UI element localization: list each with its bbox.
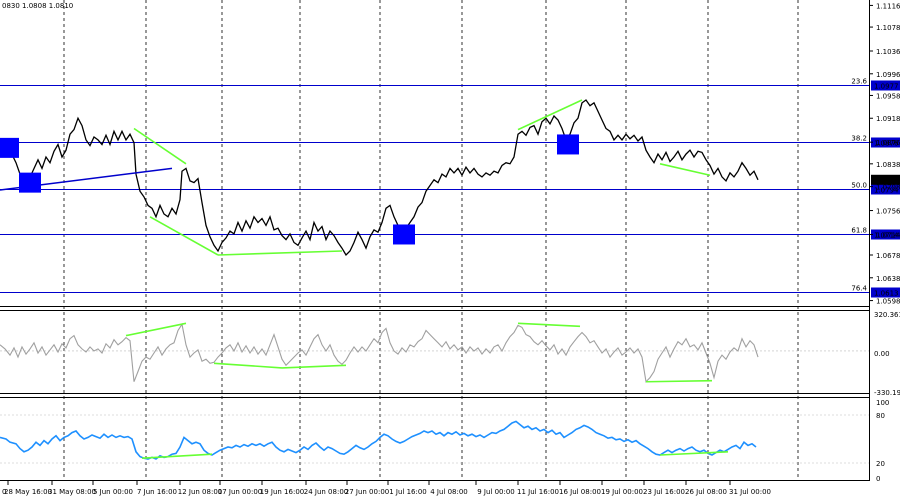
fib-price-tag [871,229,900,240]
fib-price-tag-text: 1.0876 [874,140,899,148]
fib-price-tag-text: 1.0613 [874,290,899,298]
rsi-axis-label: 80 [876,412,885,420]
time-axis-label: 31 May 08:00 [48,488,96,496]
price-divergence-line [217,250,343,256]
cci-series-line [0,322,759,383]
price-panel [0,99,759,257]
price-axis-label: 1.0876 [876,139,900,147]
fib-price-tag-text: 1.0977 [874,83,899,91]
rsi-axis-label: 0 [876,475,880,483]
time-axis-label: 28 May 16:00 [4,488,52,496]
price-axis-label: 1.0714 [876,231,900,239]
price-axis-label: 1.1116 [876,2,900,10]
time-axis-label: 19 Jul 00:00 [601,488,643,496]
price-axis-label: 1.0918 [876,115,900,123]
fib-level-label: 38.2 [851,135,867,143]
price-axis-label: 1.0958 [876,92,900,100]
ohlc-readout: 0830 1.0808 1.0810 [2,2,73,10]
signal-box [0,137,19,158]
time-axis-label: 11 Jul 16:00 [517,488,559,496]
fib-level-label: 23.6 [851,78,867,86]
fib-price-tag-text: 1.0714 [874,232,899,240]
signal-box [557,134,579,155]
price-axis-label: 1.0678 [876,252,900,260]
rsi-axis-label: 20 [876,460,885,468]
price-divergence-line [149,216,219,256]
time-axis-label: 16 Jul 08:00 [559,488,601,496]
signal-box [19,172,41,193]
time-axis-label: 31 Jul 00:00 [729,488,771,496]
fib-price-tag [871,287,900,298]
time-axis-label: 19 Jun 16:00 [260,488,304,496]
time-axis-label: 12 Jun 08:00 [178,488,222,496]
fib-level-label: 50.0 [851,182,867,190]
signal-box [393,224,415,245]
fib-level-label: 76.4 [851,285,867,293]
time-axis-label: 7 Jun 16:00 [137,488,177,496]
cci-divergence-line [125,322,187,337]
price-axis-label: 1.1036 [876,48,900,56]
time-axis-label: 27 Jun 00:00 [345,488,389,496]
fibonacci-levels: 23.6 1.0977 38.2 1.0876 50.0 1.0794 61.8 1.0714… [0,78,900,298]
price-axis-label: 1.0638 [876,275,900,283]
time-axis-label: 5 Jun 00:00 [93,488,133,496]
fib-level-label: 61.8 [851,227,867,235]
rsi-divergence-line [141,453,213,459]
cci-divergence-line [645,379,713,383]
price-axis-label: 1.0996 [876,71,900,79]
time-axis-label: 4 Jul 08:00 [430,488,468,496]
time-axis-label: 1 Jul 16:00 [389,488,427,496]
price-axis-label: 1.0838 [876,161,900,169]
cci-divergence-line [281,364,347,369]
rsi-axis-label: 100 [876,399,889,407]
current-price-text: 1.0810 [874,177,899,185]
time-axis: 1.1116 1.1078 1.1036 1.0996 1.0958 1.0918 1.08… [2,2,900,496]
price-divergence-line [133,127,187,165]
price-axis-label: 1.0798 [876,184,900,192]
time-axis-label: 23 Jul 16:00 [643,488,685,496]
current-price-tag [871,174,900,185]
rsi-divergence-line [659,451,729,456]
price-divergence-line [517,99,583,131]
time-axis-label: 24 Jun 08:00 [304,488,348,496]
price-axis-label: 1.1078 [876,24,900,32]
cci-divergence-line [517,322,581,328]
price-axis-label: 1.0756 [876,208,900,216]
cci-axis-label: 0.00 [874,350,890,358]
cci-divergence-line [213,362,283,369]
rsi-series-line [0,420,757,460]
cci-panel: 320.3615 0.00 -330.193 [0,311,900,397]
price-axis-label: 1.0598 [876,298,900,306]
fib-price-tag [871,184,900,195]
fib-price-tag-text: 1.0794 [874,187,899,195]
time-axis-label-prefix: 0 [2,488,6,496]
price-divergence-line [659,163,711,177]
time-axis-label: 9 Jul 00:00 [477,488,515,496]
cci-axis-label: -330.193 [874,389,900,397]
fib-price-tag [871,80,900,91]
price-series-line [0,99,759,257]
grid-layer [63,0,799,480]
fib-price-tag [871,137,900,148]
time-axis-label: 26 Jul 08:00 [685,488,727,496]
rsi-panel: 100 80 20 0 [0,399,889,483]
time-axis-label: 17 Jun 00:00 [218,488,262,496]
cci-axis-label: 320.3615 [874,311,900,319]
